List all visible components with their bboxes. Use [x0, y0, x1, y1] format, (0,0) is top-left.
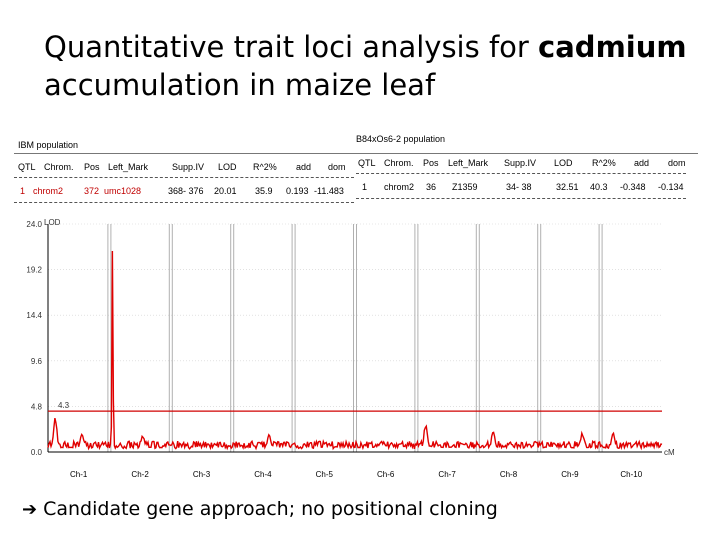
- x-unit-label: cM: [664, 448, 675, 457]
- ibm-cell: 20.01: [214, 186, 237, 196]
- footer-note: ➔ Candidate gene approach; no positional…: [22, 498, 498, 520]
- b84-header-cell: dom: [668, 158, 686, 168]
- chart-axes: 0.0 4.8 9.6 14.4 19.2 24.0 LOD cM: [26, 218, 675, 457]
- b84-cell: 34- 38: [506, 182, 532, 192]
- b84-header-cell: LOD: [554, 158, 573, 168]
- chromosome-label: Ch-9: [561, 470, 579, 479]
- right-arrow-icon: ➔: [22, 498, 38, 520]
- ibm-header-cell: Supp.IV: [172, 162, 205, 172]
- title-part1: Quantitative trait loci analysis for: [44, 30, 539, 64]
- b84-cell: 1: [362, 182, 368, 192]
- chromosome-label: Ch-1: [70, 470, 88, 479]
- ibm-header-cell: R^2%: [253, 162, 277, 172]
- ibm-cell: 35.9: [255, 186, 273, 196]
- b84-cell: Z1359: [452, 182, 478, 192]
- ibm-cell: -11.483: [314, 186, 344, 196]
- y-tick-label: 14.4: [26, 311, 42, 320]
- ibm-header-cell: LOD: [218, 162, 237, 172]
- chromosome-label: Ch-4: [254, 470, 272, 479]
- ibm-cell: 0.193: [286, 186, 309, 196]
- b84-cell: chrom2: [384, 182, 415, 192]
- ibm-cell: 368- 376: [168, 186, 204, 196]
- b84-population-label: B84xOs6-2 population: [356, 134, 446, 144]
- b84-header-cell: add: [634, 158, 650, 168]
- ibm-cell: chrom2: [33, 186, 64, 196]
- y-tick-label: 24.0: [26, 220, 42, 229]
- b84-header-cell: Supp.IV: [504, 158, 537, 168]
- ibm-header-cell: QTL: [18, 162, 36, 172]
- chromosome-label: Ch-6: [377, 470, 395, 479]
- chromosome-separators: [107, 224, 603, 452]
- title-bold: cadmium: [538, 30, 687, 64]
- ibm-bottom-rule: [14, 202, 354, 203]
- ibm-header-cell: Left_Mark: [108, 162, 149, 172]
- ibm-cell: umc1028: [104, 186, 142, 196]
- ibm-header-cell: dom: [328, 162, 346, 172]
- b84-cell: 32.51: [556, 182, 579, 192]
- chromosome-label: Ch-3: [193, 470, 211, 479]
- b84-header-cell: QTL: [358, 158, 376, 168]
- chromosome-label: Ch-10: [620, 470, 642, 479]
- y-tick-label: 9.6: [31, 357, 43, 366]
- b84-header-cell: R^2%: [592, 158, 616, 168]
- ibm-header-cell: Chrom.: [44, 162, 74, 172]
- b84-cell: -0.134: [658, 182, 684, 192]
- chromosome-label: Ch-7: [438, 470, 456, 479]
- chart-grid: [48, 223, 662, 453]
- footer-text: Candidate gene approach; no positional c…: [43, 498, 498, 520]
- ibm-header-cell: Pos: [84, 162, 100, 172]
- ibm-header-cell: add: [296, 162, 312, 172]
- lod-trace: [47, 250, 663, 451]
- page-title: Quantitative trait loci analysis for cad…: [44, 28, 704, 104]
- b84-cell: -0.348: [620, 182, 646, 192]
- b84-cell: 36: [426, 182, 437, 192]
- y-axis-label: LOD: [44, 218, 61, 227]
- title-part2: accumulation in maize leaf: [44, 68, 436, 102]
- y-tick-label: 0.0: [31, 448, 43, 457]
- ibm-header-rule: [14, 177, 354, 178]
- table-top-rule: [14, 153, 698, 154]
- b84-header-cell: Left_Mark: [448, 158, 489, 168]
- b84-bottom-rule: [356, 198, 686, 199]
- lod-threshold: 4.3: [48, 401, 662, 412]
- chromosome-label: Ch-5: [316, 470, 334, 479]
- b84-cell: 40.3: [590, 182, 608, 192]
- ibm-population-label: IBM population: [18, 140, 79, 150]
- ibm-cell: 1: [20, 186, 26, 196]
- b84-header-cell: Chrom.: [384, 158, 414, 168]
- chromosome-label: Ch-2: [131, 470, 149, 479]
- y-tick-label: 19.2: [26, 266, 42, 275]
- lod-trace-line: [47, 250, 663, 451]
- chromosome-labels: Ch-1 Ch-2 Ch-3 Ch-4 Ch-5 Ch-6 Ch-7 Ch-8 Ch-9 Ch-1…: [70, 470, 643, 479]
- y-tick-label: 4.8: [31, 402, 43, 411]
- b84-header-cell: Pos: [423, 158, 439, 168]
- chromosome-label: Ch-8: [500, 470, 518, 479]
- b84-header-rule: [356, 173, 686, 174]
- ibm-cell: 372: [84, 186, 100, 196]
- threshold-label: 4.3: [58, 401, 70, 410]
